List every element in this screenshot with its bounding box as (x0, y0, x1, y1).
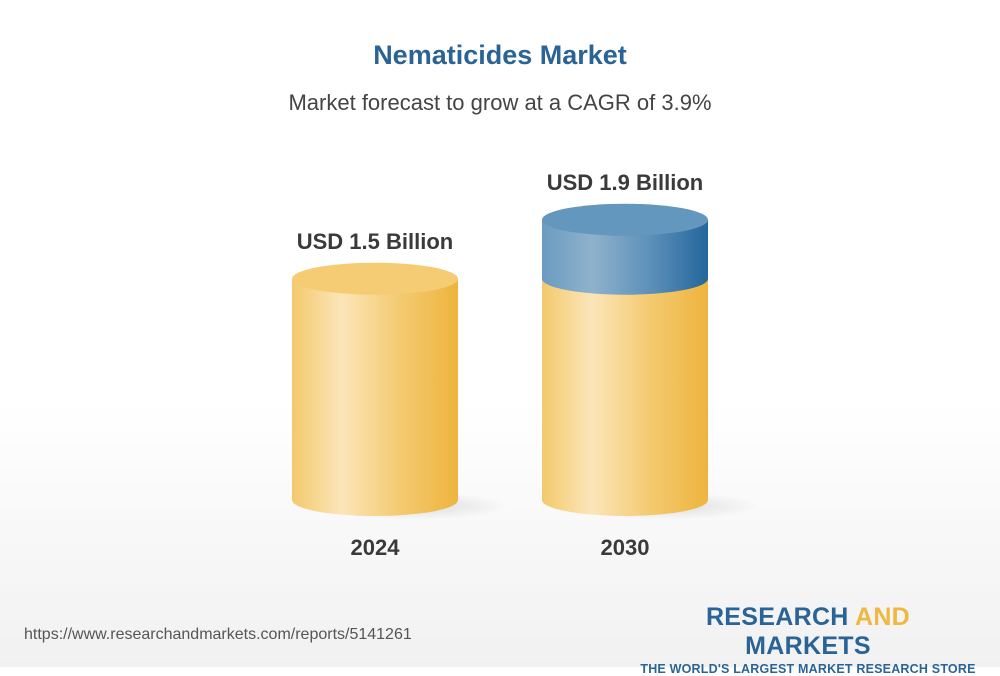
data-label: USD 1.5 Billion (297, 229, 453, 254)
source-url[interactable]: https://www.researchandmarkets.com/repor… (24, 626, 412, 643)
research-and-markets-logo: RESEARCH AND MARKETS THE WORLD'S LARGEST… (640, 603, 976, 676)
data-label: USD 1.9 Billion (547, 170, 703, 195)
chart-title: Nematicides Market (373, 40, 627, 70)
category-label: 2030 (601, 535, 650, 560)
chart-subtitle: Market forecast to grow at a CAGR of 3.9… (288, 90, 712, 115)
bar-2024-top (292, 262, 458, 295)
bar-2030-growth-top (542, 203, 708, 236)
bar-2030-base-body (542, 278, 708, 516)
bar-2030-growth-body (542, 219, 708, 295)
bar-2024-body (292, 278, 458, 516)
category-label: 2024 (351, 535, 401, 560)
